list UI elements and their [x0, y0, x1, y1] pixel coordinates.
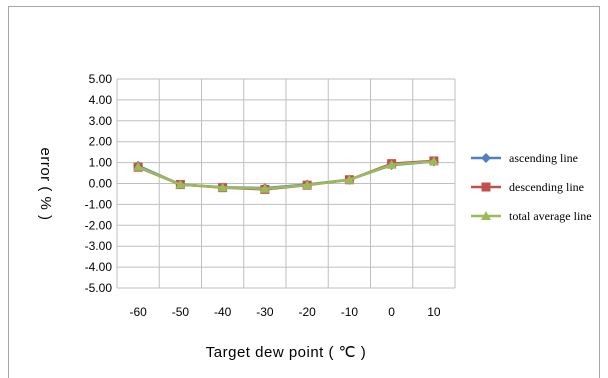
legend-entry: ascending line: [471, 151, 578, 165]
legend-label: total average line: [509, 209, 592, 223]
legend-entry: total average line: [471, 209, 592, 223]
data-point-triangle: [217, 182, 228, 192]
legend-entry: descending line: [471, 180, 584, 194]
x-axis-tick-labels: -60 -50 -40 -30 -20 -10 0 10: [129, 305, 440, 319]
series-lines: [133, 156, 439, 194]
x-tick-label: -60: [129, 305, 147, 319]
y-tick-label: 5.00: [89, 72, 113, 86]
y-tick-label: 1.00: [89, 156, 113, 170]
data-point-triangle: [386, 159, 397, 169]
data-point-diamond: [481, 153, 491, 163]
y-axis-tick-labels: -5.00 -4.00 -3.00 -2.00 -1.00 0.00 1.00 2.00 3.0…: [85, 72, 113, 295]
x-tick-label: -30: [256, 305, 274, 319]
data-point-triangle: [133, 161, 144, 171]
y-tick-label: 4.00: [89, 93, 113, 107]
data-point-triangle: [259, 183, 270, 193]
line-chart: -5.00 -4.00 -3.00 -2.00 -1.00 0.00 1.00 2.00 3.0…: [37, 72, 592, 361]
series-total-average-line: [133, 156, 439, 193]
data-point-triangle: [428, 156, 439, 166]
y-tick-label: -1.00: [85, 197, 113, 211]
y-tick-label: -3.00: [85, 239, 113, 253]
data-point-triangle: [175, 179, 186, 189]
x-tick-label: -10: [341, 305, 359, 319]
legend: ascending line descending line total avera…: [471, 151, 592, 223]
data-point-square: [481, 182, 491, 192]
y-tick-label: -4.00: [85, 260, 113, 274]
x-tick-label: 10: [427, 305, 441, 319]
x-axis-title: Target dew point ( ℃ ): [206, 344, 366, 361]
x-tick-label: -50: [172, 305, 190, 319]
data-point-triangle: [302, 179, 313, 189]
y-axis-title: error ( % ): [37, 148, 54, 221]
legend-label: ascending line: [509, 151, 578, 165]
y-tick-label: -5.00: [85, 281, 113, 295]
legend-label: descending line: [509, 180, 584, 194]
series-line: [137, 160, 434, 190]
y-tick-label: 0.00: [89, 177, 113, 191]
data-point-triangle: [344, 174, 355, 184]
x-tick-label: 0: [388, 305, 395, 319]
y-tick-label: -2.00: [85, 218, 113, 232]
data-point-triangle: [481, 211, 491, 220]
chart-frame: -5.00 -4.00 -3.00 -2.00 -1.00 0.00 1.00 2.00 3.0…: [8, 6, 600, 378]
y-tick-label: 2.00: [89, 135, 113, 149]
x-tick-label: -40: [214, 305, 232, 319]
y-tick-label: 3.00: [89, 114, 113, 128]
gridlines: [116, 78, 456, 289]
x-tick-label: -20: [298, 305, 316, 319]
